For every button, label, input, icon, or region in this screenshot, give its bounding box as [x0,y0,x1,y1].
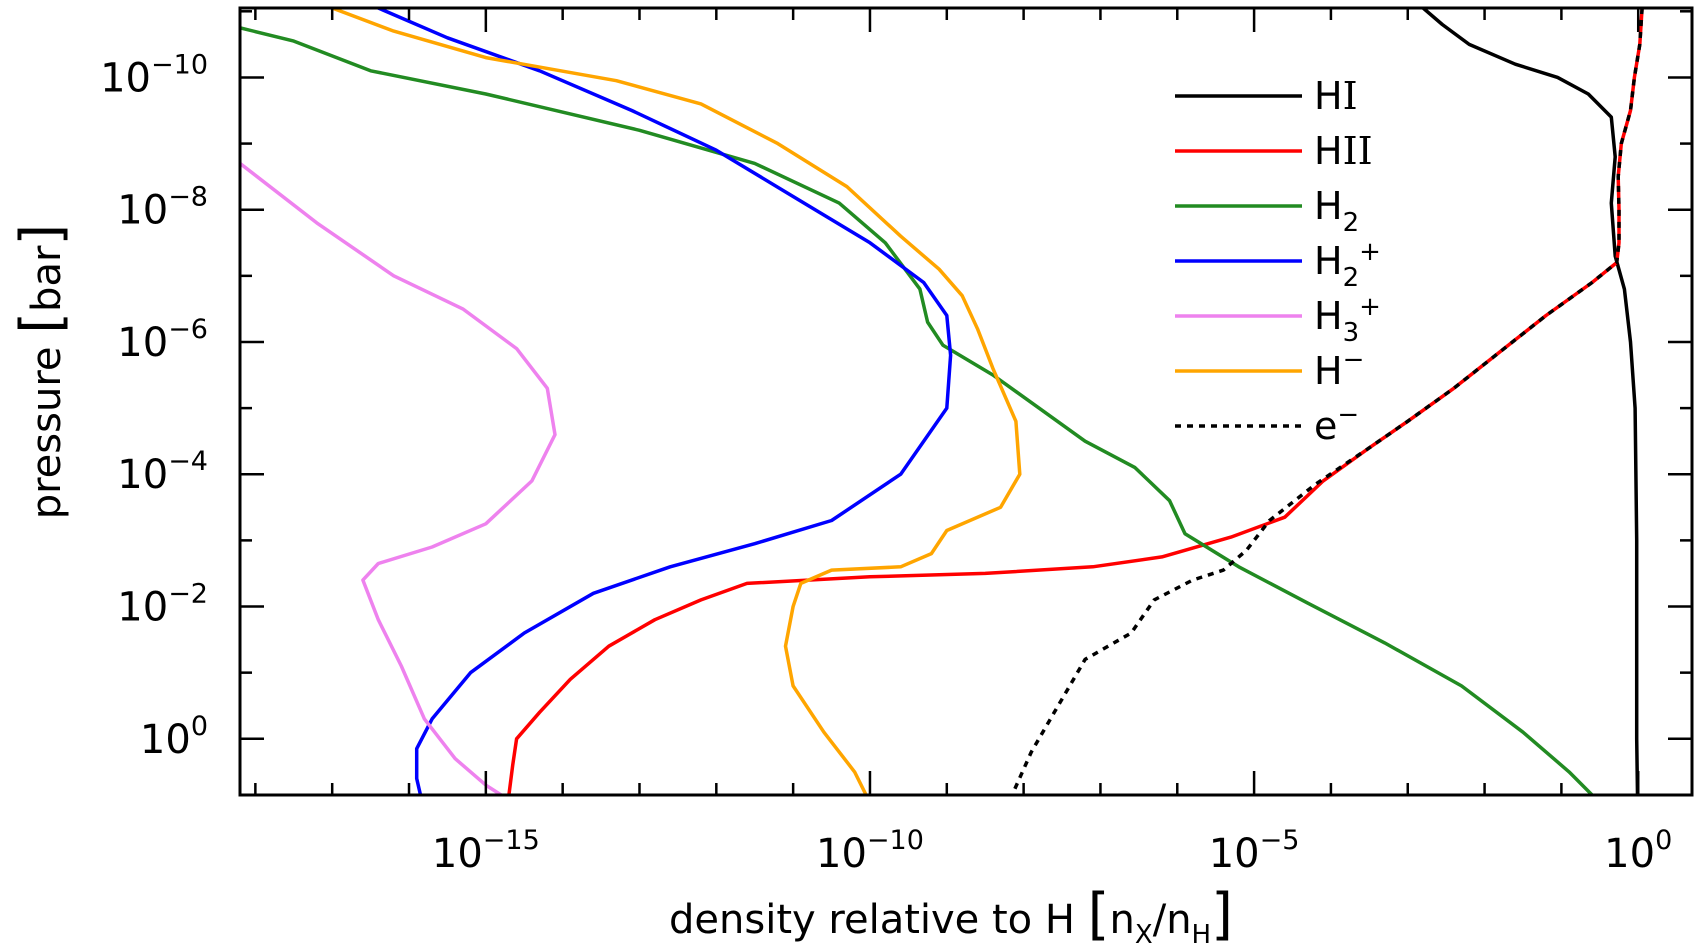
y-tick-label: 10−10 [100,49,208,101]
legend-label: H− [1314,345,1364,393]
legend-label-sub: 3 [1343,318,1360,348]
y-tick-label: 10−4 [117,446,208,498]
y-tick-label-base: 10 [117,452,168,498]
x-tick-label-exponent: −15 [483,825,540,856]
x-tick-label-base: 10 [432,831,483,877]
y-tick-label: 10−2 [117,579,208,631]
x-tick-label: 10−5 [1209,825,1300,877]
y-tick-label-exponent: −10 [151,49,208,80]
y-axis-title: pressure [bar] [9,224,74,520]
y-tick-label-base: 10 [100,55,151,101]
y-tick-label: 10−6 [117,314,208,366]
x-tick-label-exponent: −10 [867,825,924,856]
y-tick-label-exponent: −4 [168,446,208,477]
tick-label-layer: 10−15 10−10 10−5 10010−1010−810−610−410−210… [100,49,1672,877]
legend-label-main: H [1314,184,1343,228]
series-line-hi [1421,8,1640,795]
x-tick-label: 10−10 [816,825,924,877]
x-axis-title-bracket-close: ] [1211,882,1233,947]
x-axis-title-n2: n [1166,897,1191,943]
series-line-h2 [240,26,1594,795]
y-axis-title-unit: bar [24,245,70,312]
x-tick-label-exponent: −5 [1260,825,1300,856]
x-axis-title-n1: n [1110,897,1135,943]
x-tick-label: 100 [1604,825,1672,877]
y-tick-label-exponent: −2 [168,579,208,610]
x-axis-title-n1-sub: X [1135,920,1153,950]
x-tick-label-base: 10 [816,831,867,877]
legend-label-roman: I [1343,74,1358,118]
series-line-hminus [330,8,1022,795]
legend-label-main: H [1314,294,1343,338]
y-axis-title-main: pressure [24,334,70,520]
y-tick-label-exponent: −6 [168,314,208,345]
y-tick-label-base: 10 [117,585,168,631]
series-line-h3plus [240,161,557,795]
y-tick-label-base: 10 [117,188,168,234]
series-line-eminus [1010,8,1644,795]
legend-label-sub: 2 [1343,263,1360,293]
legend-label-roman: II [1343,129,1373,173]
y-tick-label-base: 10 [140,717,191,763]
plot-frame [238,6,1694,797]
x-tick-label-exponent: 0 [1655,825,1672,856]
x-axis-title-slash: / [1153,897,1167,943]
legend-label: H2 [1314,184,1359,238]
y-tick-label-exponent: 0 [191,711,208,742]
legend-label-main: H [1314,74,1343,118]
tick-layer [240,8,1692,795]
series-line-hii [507,8,1644,795]
legend-label: HI [1314,74,1358,118]
legend-label-main: H [1314,129,1343,173]
y-axis-title-bracket-open: [ [9,312,74,334]
y-tick-label: 100 [140,711,208,763]
x-axis-title-bracket-open: [ [1088,882,1110,947]
legend-label-sup: − [1337,400,1359,430]
legend-label-sup: + [1359,292,1381,322]
legend-label-main: H [1314,239,1343,283]
y-tick-label-exponent: −8 [168,182,208,213]
legend-label-main: e [1314,404,1337,448]
x-axis-title-n2-sub: H [1192,920,1212,950]
legend-label-sup: + [1359,237,1381,267]
y-axis-title-bracket-close: ] [9,224,74,246]
legend-label: H3+ [1314,292,1381,348]
legend-label: e− [1314,400,1359,448]
series-line-h2plus [376,8,953,795]
legend-label-main: H [1314,349,1343,393]
x-tick-label-base: 10 [1209,831,1260,877]
x-axis-title-main: density relative to H [669,897,1088,943]
legend-label: HII [1314,129,1373,173]
series-layer [240,8,1644,795]
y-tick-label: 10−8 [117,182,208,234]
x-axis-title: density relative to H [nX/nH] [669,882,1233,950]
legend-label-sup: − [1343,345,1365,375]
y-tick-label-base: 10 [117,320,168,366]
x-tick-label: 10−15 [432,825,540,877]
legend-label-sub: 2 [1343,208,1360,238]
legend-label: H2+ [1314,237,1381,293]
x-tick-label-base: 10 [1604,831,1655,877]
